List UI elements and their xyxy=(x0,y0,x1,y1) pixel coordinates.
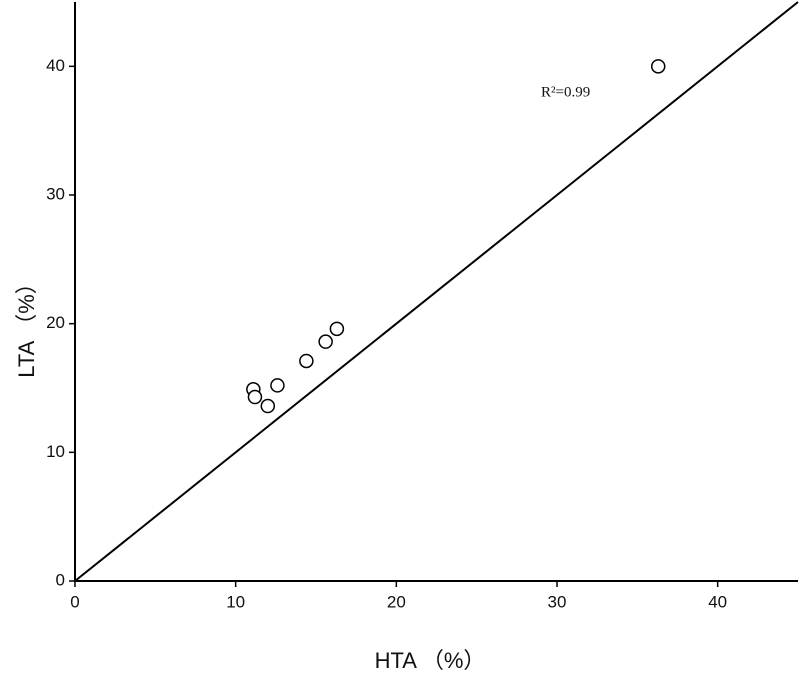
point xyxy=(247,389,263,405)
point xyxy=(270,378,285,393)
y-tick-label: 20 xyxy=(46,313,65,332)
x-tick-label: 30 xyxy=(548,592,567,611)
x-tick-label: 10 xyxy=(226,592,245,611)
x-tick-label: 40 xyxy=(708,592,727,611)
y-tick-label: 0 xyxy=(56,570,65,589)
point xyxy=(329,321,345,337)
point xyxy=(299,353,314,369)
x-tick-label: 20 xyxy=(387,592,406,611)
y-axis-label: LTA （%） xyxy=(14,272,39,378)
identity-line xyxy=(74,1,799,582)
x-axis-label: HTA （%） xyxy=(375,648,486,673)
y-tick-label: 40 xyxy=(46,56,65,75)
y-tick-label: 10 xyxy=(46,442,65,461)
point xyxy=(260,398,276,414)
y-tick-label: 30 xyxy=(46,184,65,203)
annotation: R²=0.99 xyxy=(541,84,590,100)
x-tick-label: 0 xyxy=(70,592,79,611)
point xyxy=(650,59,666,74)
point xyxy=(318,334,333,349)
